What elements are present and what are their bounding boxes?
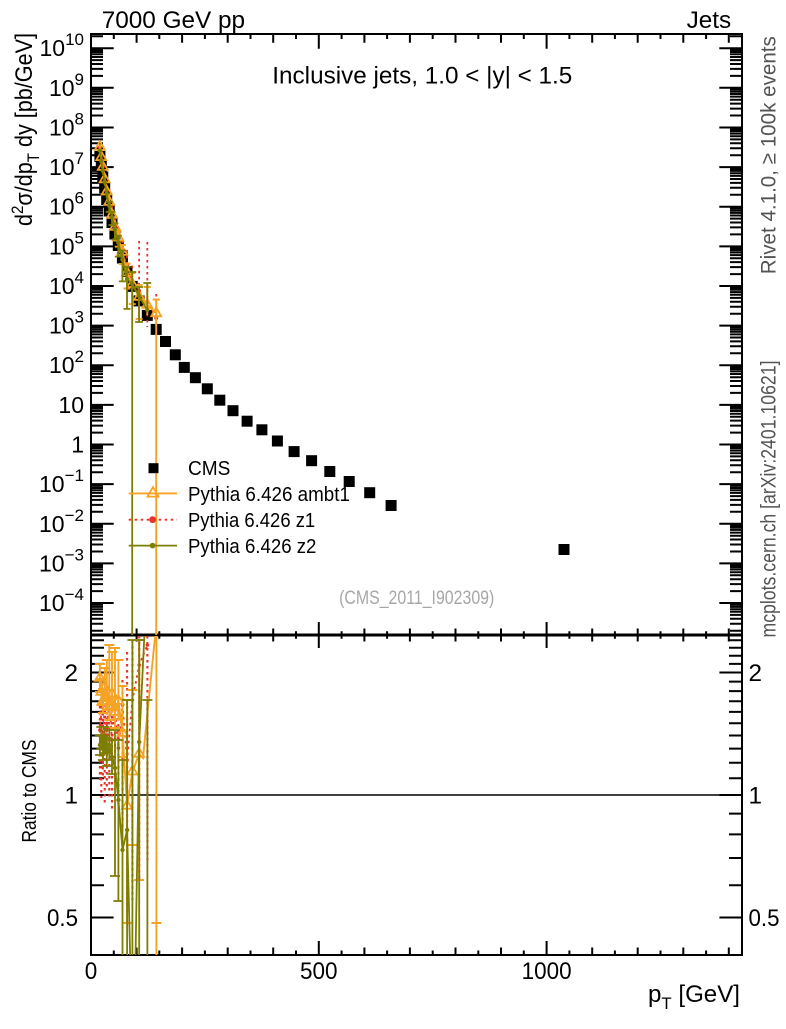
svg-text:pT [GeV]: pT [GeV] — [648, 981, 740, 1013]
svg-text:Ratio to CMS: Ratio to CMS — [19, 740, 41, 843]
svg-text:CMS: CMS — [188, 458, 230, 480]
svg-text:1: 1 — [749, 783, 763, 810]
svg-text:0.5: 0.5 — [749, 905, 780, 932]
svg-text:Pythia 6.426 z1: Pythia 6.426 z1 — [188, 510, 315, 532]
svg-text:2: 2 — [749, 660, 763, 687]
svg-text:Jets: Jets — [687, 7, 732, 34]
svg-text:10−2: 10−2 — [39, 506, 84, 537]
svg-text:0: 0 — [85, 958, 98, 985]
svg-text:10−3: 10−3 — [39, 545, 84, 576]
svg-text:mcplots.cern.ch [arXiv:2401.10: mcplots.cern.ch [arXiv:2401.10621] — [757, 361, 781, 638]
svg-text:Pythia 6.426 ambt1: Pythia 6.426 ambt1 — [188, 484, 350, 506]
svg-text:1: 1 — [71, 432, 84, 458]
svg-text:1010: 1010 — [39, 30, 84, 61]
svg-text:1000: 1000 — [522, 958, 572, 985]
svg-text:Rivet 4.1.0, ≥ 100k events: Rivet 4.1.0, ≥ 100k events — [757, 36, 781, 274]
svg-text:1: 1 — [65, 783, 79, 810]
svg-text:7000 GeV pp: 7000 GeV pp — [102, 7, 245, 34]
svg-text:Pythia 6.426 z2: Pythia 6.426 z2 — [188, 536, 316, 558]
svg-text:d2σ/dpT dy [pb/GeV]: d2σ/dpT dy [pb/GeV] — [8, 33, 43, 226]
svg-text:0.5: 0.5 — [47, 905, 78, 932]
svg-text:500: 500 — [300, 958, 338, 985]
svg-text:2: 2 — [65, 660, 79, 687]
svg-text:Inclusive jets, 1.0 < |y| < 1.: Inclusive jets, 1.0 < |y| < 1.5 — [272, 62, 572, 89]
svg-text:10: 10 — [58, 392, 84, 418]
svg-text:(CMS_2011_I902309): (CMS_2011_I902309) — [339, 587, 494, 609]
svg-text:10−4: 10−4 — [39, 585, 84, 616]
